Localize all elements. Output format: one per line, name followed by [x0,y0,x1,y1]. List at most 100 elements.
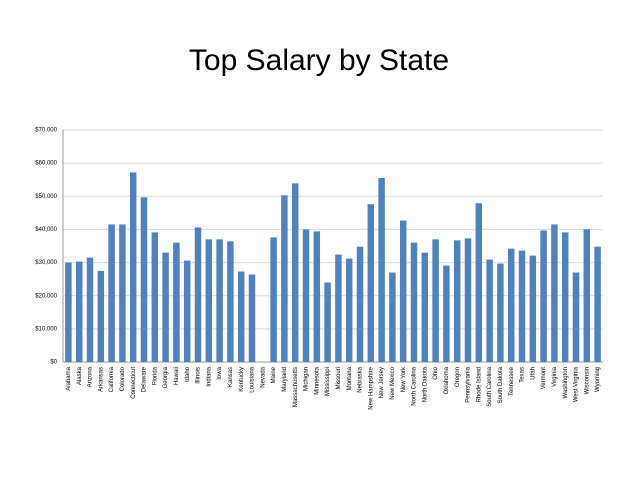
y-tick-label: $0 [50,360,57,366]
x-tick-label: Alabama [66,366,72,390]
x-tick-label: Hawaii [174,367,180,385]
y-tick-label: $10,000 [35,326,57,332]
x-tick-label: California [109,366,115,392]
bar [86,257,94,362]
x-tick-label: South Carolina [487,366,493,406]
x-tick-label: New Hampshire [368,366,374,409]
bar [529,255,537,362]
x-tick-label: Rhode Island [476,367,482,402]
x-tick-label: Michigan [304,367,310,391]
bar [367,204,375,362]
x-tick-label: Maryland [282,367,288,392]
bar [561,232,569,362]
x-tick-label: Alaska [77,366,83,385]
bar [572,272,580,362]
bar [227,241,234,362]
bar [151,232,159,362]
x-tick-label: Mississippi [325,367,331,396]
y-tick-label: $50,000 [35,194,57,200]
x-tick-label: Connecticut [131,367,137,399]
bar [583,229,591,362]
bar [421,252,429,362]
bar [194,227,202,362]
x-tick-label: Ohio [433,366,439,379]
x-tick-label: Louisiana [250,366,256,392]
bar [108,224,115,362]
x-tick-label: Delaware [142,366,148,392]
bar [594,246,601,362]
bar [205,239,213,362]
bar [497,263,504,362]
bar [313,231,321,362]
bar [281,195,288,362]
x-tick-label: Indiana [206,366,212,386]
bar [183,260,191,362]
bar [302,229,310,362]
bar [378,178,385,362]
bar [486,259,493,362]
x-tick-label: Utah [530,367,536,380]
x-tick-label: North Dakota [422,366,428,402]
x-tick-label: Montana [347,366,353,390]
x-tick-label: Kentucky [239,367,245,392]
x-tick-label: Maine [271,366,277,383]
x-tick-label: Illinois [196,367,202,384]
x-tick-label: New York [401,366,407,392]
x-tick-label: Florida [152,366,158,385]
x-tick-label: North Carolina [412,366,418,405]
bar [162,252,169,362]
bar [345,258,353,362]
x-tick-label: Kansas [228,367,234,387]
x-tick-label: South Dakota [498,366,504,403]
bar [140,197,148,362]
bar [453,240,461,362]
bar [270,237,277,362]
x-tick-label: Tennessee [509,366,515,396]
bar [237,271,245,362]
x-tick-label: Pennsylvania [466,366,472,402]
x-tick-label: Nebraska [358,366,364,392]
bar [216,239,223,362]
bar [75,261,83,362]
x-tick-label: Idaho [185,366,191,382]
y-tick-label: $20,000 [35,293,57,299]
bar [551,224,558,362]
bar [129,172,137,362]
bar [464,238,472,362]
x-tick-label: Arizona [88,366,94,387]
bar [173,242,180,362]
chart-title: Top Salary by State [189,44,449,77]
x-tick-label: Massachusetts [293,367,299,407]
bar [119,224,126,362]
x-tick-label: New Mexico [390,366,396,399]
x-tick-label: Minnesota [314,366,320,394]
x-tick-label: Georgia [163,366,169,388]
y-tick-label: $70,000 [35,128,57,134]
bar [324,282,331,362]
x-tick-label: Texas [520,367,526,383]
bar [291,183,299,362]
x-tick-label: West Virginia [574,366,580,402]
bar [432,239,439,362]
bar [389,272,396,362]
x-tick-label: Wisconsin [584,367,590,394]
x-tick-label: Vermont [541,367,547,390]
x-tick-label: Colorado [120,366,126,391]
x-tick-label: Iowa [217,366,223,379]
bar [356,246,364,362]
y-tick-label: $60,000 [35,161,57,167]
bar [518,250,526,362]
bar [399,220,407,362]
x-tick-label: Virginia [552,366,558,387]
x-tick-label: Nevada [260,366,266,387]
y-tick-label: $40,000 [35,227,57,233]
bar [410,242,418,362]
bar [443,265,450,362]
bar [540,230,547,362]
x-tick-label: New Jersey [379,367,385,398]
bar [335,254,342,362]
x-tick-label: Arkansas [98,367,104,392]
x-tick-label: Wyoming [595,367,601,392]
x-tick-label: Oregon [455,367,461,387]
